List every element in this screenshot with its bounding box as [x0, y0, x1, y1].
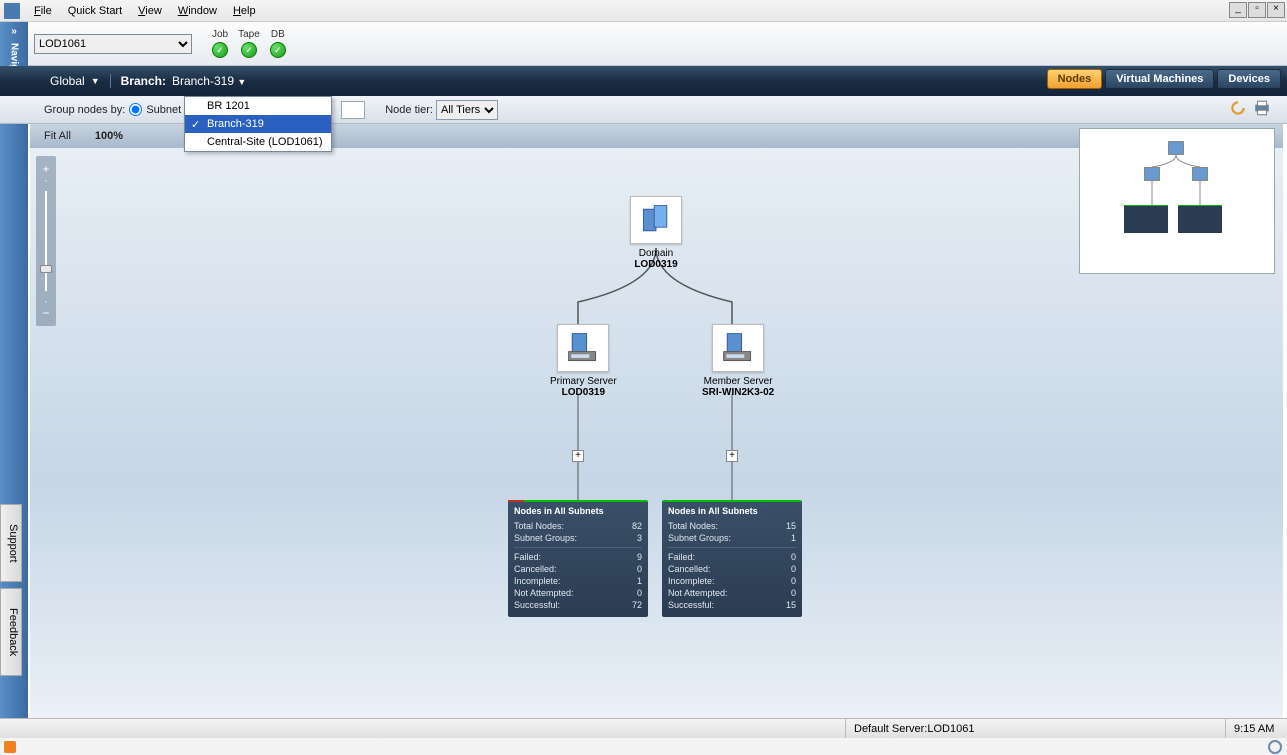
server-icon	[712, 324, 764, 372]
print-icon[interactable]	[1253, 99, 1271, 117]
main-toolbar: LOD1061 Job ✓ Tape ✓ DB ✓	[0, 22, 1287, 66]
topology-canvas[interactable]: Fit All 100% + - - − Domain LOD0319 Prim…	[30, 124, 1283, 718]
primary-server-node[interactable]: Primary Server LOD0319	[550, 324, 617, 398]
context-bar: Global ▼ Branch: Branch-319 ▼ Nodes Virt…	[0, 66, 1287, 96]
minimize-button[interactable]: _	[1229, 2, 1247, 18]
support-tab[interactable]: Support	[0, 504, 22, 582]
rss-icon[interactable]	[4, 741, 16, 753]
feedback-tab[interactable]: Feedback	[0, 588, 22, 676]
status-db-icon[interactable]: ✓	[270, 42, 286, 58]
window-controls: _ ▫ ×	[1228, 2, 1285, 18]
group-nodes-label: Group nodes by:	[44, 104, 125, 116]
menu-file[interactable]: File	[26, 3, 60, 19]
zoom-percent: 100%	[85, 130, 133, 142]
menu-bar: File Quick Start View Window Help _ ▫ ×	[0, 0, 1287, 22]
primary-name-label: LOD0319	[550, 387, 617, 398]
tab-nodes[interactable]: Nodes	[1047, 69, 1103, 89]
zoom-slider[interactable]: + - - −	[36, 156, 56, 326]
member-server-node[interactable]: Member Server SRI-WIN2K3-02	[702, 324, 774, 398]
status-tape-label: Tape	[238, 29, 260, 40]
tab-devices[interactable]: Devices	[1217, 69, 1281, 89]
fit-all-button[interactable]: Fit All	[30, 130, 85, 142]
status-server-cell: Default Server:LOD1061	[845, 719, 1225, 738]
minimap[interactable]	[1079, 128, 1275, 274]
branch-dropdown[interactable]: Branch-319 ▼	[172, 74, 246, 88]
status-tape-icon[interactable]: ✓	[241, 42, 257, 58]
tab-virtual-machines[interactable]: Virtual Machines	[1105, 69, 1214, 89]
dropdown-item-selected[interactable]: ✓Branch-319	[185, 115, 331, 133]
server-icon	[557, 324, 609, 372]
filter-input[interactable]	[341, 101, 365, 119]
domain-server-icon	[630, 196, 682, 244]
domain-node[interactable]: Domain LOD0319	[630, 196, 682, 270]
branch-section: Branch: Branch-319 ▼	[110, 74, 257, 88]
menu-help[interactable]: Help	[225, 3, 264, 19]
group-subnet-label: Subnet	[146, 104, 181, 116]
minimap-content	[1110, 137, 1244, 265]
app-icon	[4, 3, 20, 19]
expand-node-button[interactable]: +	[572, 450, 584, 462]
domain-name-label: LOD0319	[630, 259, 682, 270]
branch-label: Branch:	[121, 74, 166, 88]
status-job-icon[interactable]: ✓	[212, 42, 228, 58]
status-time-cell: 9:15 AM	[1225, 719, 1287, 738]
expand-node-button[interactable]: +	[726, 450, 738, 462]
zoom-thumb[interactable]	[40, 265, 52, 273]
dropdown-item[interactable]: Central-Site (LOD1061)	[185, 133, 331, 151]
close-button[interactable]: ×	[1267, 2, 1285, 18]
sync-icon[interactable]	[1267, 739, 1283, 755]
subnet-card-member[interactable]: Nodes in All Subnets Total Nodes:15 Subn…	[662, 500, 802, 617]
refresh-icon[interactable]	[1229, 99, 1247, 117]
global-dropdown[interactable]: Global ▼	[40, 74, 110, 88]
card-title: Nodes in All Subnets	[668, 506, 796, 516]
menu-view[interactable]: View	[130, 3, 170, 19]
card-title: Nodes in All Subnets	[514, 506, 642, 516]
zoom-out-button[interactable]: −	[42, 306, 49, 320]
node-tier-select[interactable]: All Tiers	[436, 100, 498, 120]
branch-dropdown-menu: BR 1201 ✓Branch-319 Central-Site (LOD106…	[184, 96, 332, 152]
bottom-bar	[0, 738, 1287, 755]
node-tier-label: Node tier:	[385, 104, 433, 116]
menu-quickstart[interactable]: Quick Start	[60, 3, 130, 19]
domain-role-label: Domain	[630, 248, 682, 259]
expand-sidebar-icon[interactable]: »	[11, 26, 17, 37]
dropdown-item[interactable]: BR 1201	[185, 97, 331, 115]
group-subnet-radio[interactable]	[129, 103, 142, 116]
status-lights: Job ✓ Tape ✓ DB ✓	[212, 29, 286, 58]
server-selector[interactable]: LOD1061	[34, 34, 192, 54]
zoom-in-button[interactable]: +	[42, 162, 49, 176]
menu-window[interactable]: Window	[170, 3, 225, 19]
restore-button[interactable]: ▫	[1248, 2, 1266, 18]
status-bar: Default Server:LOD1061 9:15 AM	[0, 718, 1287, 738]
status-job-label: Job	[212, 29, 228, 40]
subnet-card-primary[interactable]: Nodes in All Subnets Total Nodes:82 Subn…	[508, 500, 648, 617]
member-role-label: Member Server	[702, 376, 774, 387]
status-db-label: DB	[271, 29, 285, 40]
member-name-label: SRI-WIN2K3-02	[702, 387, 774, 398]
primary-role-label: Primary Server	[550, 376, 617, 387]
